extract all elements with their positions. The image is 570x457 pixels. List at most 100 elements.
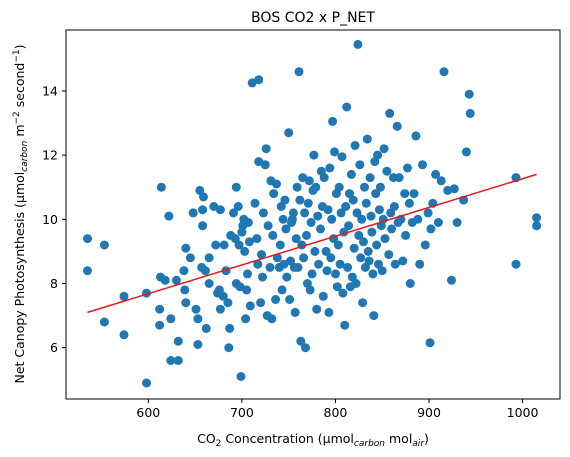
scatter-point	[350, 141, 360, 150]
scatter-point	[436, 176, 446, 186]
scatter-point	[356, 253, 366, 263]
scatter-point	[288, 208, 298, 218]
scatter-point	[224, 343, 234, 353]
scatter-point	[83, 266, 92, 276]
scatter-point	[321, 246, 331, 256]
scatter-point	[269, 189, 279, 199]
scatter-point	[179, 266, 189, 276]
scatter-point	[465, 108, 475, 118]
scatter-point	[277, 285, 287, 295]
scatter-point	[234, 240, 244, 250]
scatter-point	[173, 336, 183, 346]
scatter-point	[464, 89, 474, 99]
scatter-point	[292, 182, 302, 192]
scatter-point	[369, 311, 379, 321]
scatter-point	[243, 269, 252, 279]
scatter-point	[99, 317, 109, 327]
scatter-point	[353, 39, 363, 49]
scatter-point	[461, 147, 471, 157]
scatter-point	[351, 279, 361, 288]
scatter-point	[204, 279, 214, 288]
scatter-point	[357, 214, 367, 224]
scatter-point	[300, 208, 310, 218]
scatter-point	[349, 243, 359, 253]
scatter-point	[272, 179, 281, 189]
scatter-point	[433, 218, 443, 227]
scatter-point	[389, 202, 399, 211]
scatter-point	[243, 218, 253, 227]
x-axis-ticks: 600 700 800 900 1000	[136, 399, 539, 420]
scatter-point	[314, 259, 324, 269]
scatter-point	[280, 195, 290, 205]
scatter-point	[334, 182, 344, 192]
scatter-point	[379, 144, 389, 154]
scatter-point	[324, 307, 334, 317]
scatter-point	[229, 208, 238, 218]
scatter-point	[166, 314, 176, 324]
scatter-point	[305, 285, 315, 295]
scatter-point	[413, 214, 423, 224]
scatter-point	[302, 230, 311, 240]
scatter-point	[301, 343, 310, 353]
x-tick-label: 900	[417, 405, 441, 420]
scatter-point	[181, 298, 191, 308]
scatter-point	[532, 213, 542, 223]
scatter-point	[83, 234, 92, 244]
scatter-point	[439, 67, 449, 77]
scatter-point	[293, 262, 303, 272]
scatter-point	[398, 256, 408, 266]
scatter-point	[360, 182, 369, 192]
scatter-point	[99, 240, 109, 250]
scatter-point	[332, 282, 342, 292]
scatter-point	[253, 259, 263, 269]
scatter-point	[346, 169, 356, 179]
scatter-point	[304, 176, 314, 186]
scatter-point	[242, 285, 252, 295]
scatter-point	[322, 266, 332, 276]
scatter-point	[348, 195, 358, 205]
scatter-point	[400, 189, 410, 199]
y-tick-label: 8	[50, 276, 58, 291]
scatter-point	[119, 330, 129, 340]
scatter-point	[511, 259, 521, 269]
scatter-point	[382, 166, 392, 176]
scatter-point	[282, 272, 292, 282]
scatter-point	[284, 128, 294, 138]
scatter-point	[309, 150, 319, 160]
scatter-point	[294, 67, 304, 77]
scatter-point	[164, 211, 174, 221]
scatter-point	[333, 240, 343, 250]
scatter-point	[385, 108, 395, 118]
scatter-point	[171, 275, 181, 285]
scatter-point	[363, 246, 373, 256]
scatter-point	[245, 301, 255, 311]
scatter-point	[257, 250, 266, 260]
x-tick-label: 600	[136, 405, 160, 420]
scatter-point	[156, 182, 166, 192]
scatter-point	[218, 291, 228, 301]
scatter-point	[296, 336, 306, 346]
scatter-point	[199, 192, 208, 202]
scatter-point	[426, 224, 436, 234]
scatter-point	[532, 221, 542, 231]
scatter-point	[420, 240, 430, 250]
x-tick-label: 700	[230, 405, 254, 420]
scatter-point	[250, 198, 260, 208]
scatter-point	[366, 211, 376, 221]
scatter-point	[240, 246, 250, 256]
scatter-point	[330, 147, 339, 157]
chart-title: BOS CO2 x P_NET	[251, 10, 375, 26]
scatter-point	[201, 323, 211, 333]
scatter-point	[299, 253, 309, 263]
scatter-point	[394, 173, 404, 183]
scatter-point	[260, 160, 270, 170]
scatter-point	[401, 230, 411, 240]
scatter-point	[265, 262, 275, 272]
scatter-point	[380, 234, 390, 244]
scatter-point	[256, 298, 266, 308]
scatter-point	[328, 116, 338, 126]
scatter-point	[219, 240, 229, 250]
scatter-point	[223, 298, 233, 308]
